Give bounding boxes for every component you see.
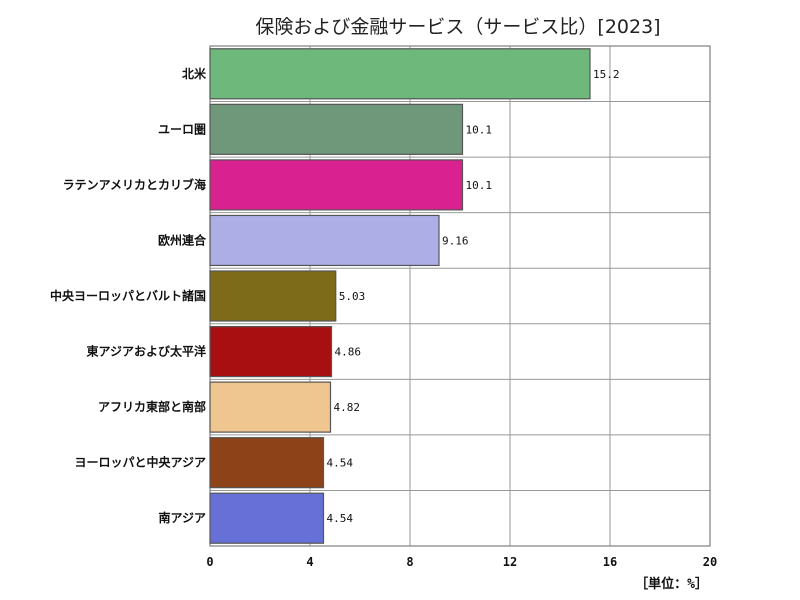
category-label: 欧州連合	[158, 232, 207, 247]
bar	[209, 48, 591, 100]
bar	[209, 103, 464, 155]
category-label: 東アジアおよび太平洋	[86, 344, 206, 359]
bar	[209, 325, 333, 378]
value-label: 15.2	[593, 68, 620, 81]
value-label: 10.1	[466, 123, 493, 136]
category-label: 南アジア	[158, 510, 206, 525]
value-label: 4.86	[335, 346, 362, 359]
x-axis-ticks: 0 4 8 12 16 20	[206, 555, 717, 569]
bars-group: 北米 15.2 ユーロ圏 10.1 ラテンアメリカとカリブ海 10.1 欧州連合 9.16 中央…	[50, 48, 620, 544]
x-tick-label: 20	[703, 555, 717, 569]
value-label: 10.1	[466, 179, 493, 192]
category-label: ラテンアメリカとカリブ海	[63, 177, 206, 192]
category-label: ユーロ圏	[158, 122, 206, 136]
bar	[209, 437, 325, 489]
category-label: ヨーロッパと中央アジア	[74, 455, 206, 470]
x-tick-label: 0	[206, 555, 213, 569]
x-tick-label: 4	[306, 555, 313, 569]
value-label: 5.03	[339, 290, 366, 303]
x-tick-label: 12	[503, 555, 517, 569]
chart-title: 保険および金融サービス（サービス比）[2023]	[255, 16, 660, 38]
bar	[209, 214, 440, 267]
bar	[209, 492, 325, 544]
bar	[209, 381, 332, 433]
bar	[209, 159, 464, 211]
value-label: 4.54	[327, 512, 354, 525]
category-label: 北米	[182, 66, 207, 81]
category-label: 中央ヨーロッパとバルト諸国	[50, 288, 206, 303]
category-label: アフリカ東部と南部	[98, 399, 206, 414]
value-label: 4.82	[334, 401, 361, 414]
x-tick-label: 16	[603, 555, 617, 569]
bar	[209, 270, 337, 322]
value-label: 4.54	[327, 457, 354, 470]
unit-label: ［単位：%］	[635, 576, 708, 592]
x-tick-label: 8	[406, 555, 413, 569]
value-label: 9.16	[442, 234, 469, 247]
